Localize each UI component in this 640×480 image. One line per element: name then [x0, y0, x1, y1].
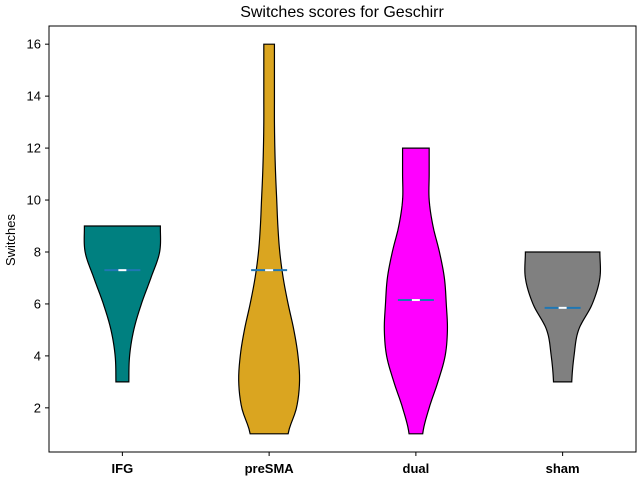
y-tick-label: 10 [27, 193, 41, 208]
plot-frame [48, 25, 637, 453]
x-tick-label: dual [403, 461, 430, 476]
x-tick-label: preSMA [245, 461, 295, 476]
x-tick-label: sham [546, 461, 580, 476]
violin-sham [524, 251, 602, 383]
y-tick-label: 6 [34, 296, 41, 311]
y-tick-label: 4 [34, 348, 41, 363]
violins-group [83, 43, 602, 435]
y-tick-label: 2 [34, 400, 41, 415]
chart-title: Switches scores for Geschirr [240, 4, 444, 21]
violin-dual [383, 147, 449, 435]
violin-preSMA [238, 43, 301, 435]
y-tick-label: 12 [27, 141, 41, 156]
y-tick-label: 8 [34, 244, 41, 259]
axes-group: 2 4 6 8 10 12 14 16 IFG preSMA dual sham [27, 37, 580, 476]
x-tick-label: IFG [112, 461, 134, 476]
y-tick-label: 14 [27, 89, 41, 104]
violin-IFG [83, 225, 162, 383]
y-axis-label: Switches [3, 213, 18, 266]
y-tick-label: 16 [27, 37, 41, 52]
